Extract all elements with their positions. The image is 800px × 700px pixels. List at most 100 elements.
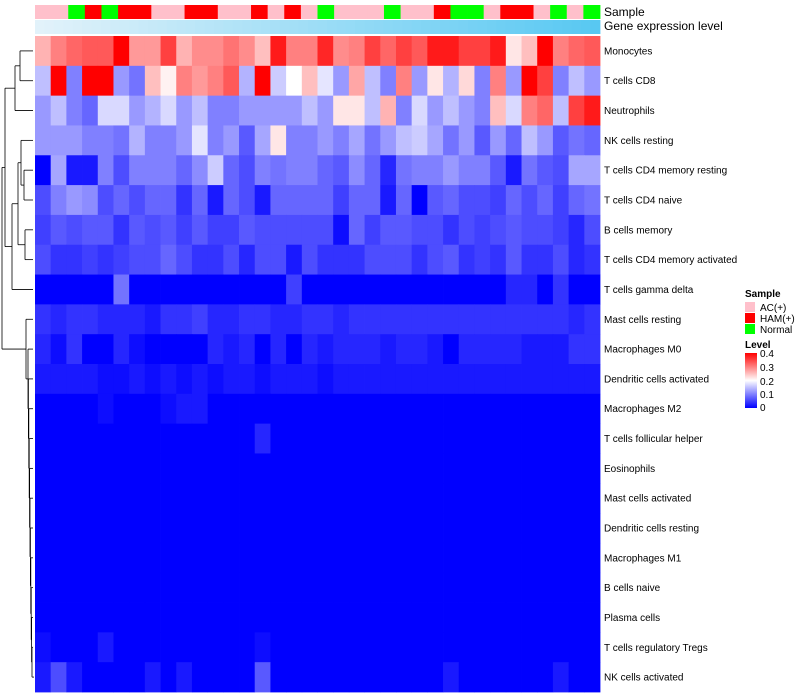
heatmap-cell xyxy=(568,393,585,425)
heatmap-cell xyxy=(239,244,256,275)
heatmap-cell xyxy=(364,662,381,693)
heatmap-cell xyxy=(380,542,397,574)
heatmap-cell xyxy=(537,513,554,544)
heatmap-cell xyxy=(207,662,224,693)
sample-annotation-cell xyxy=(500,5,518,19)
heatmap-cell xyxy=(97,125,114,156)
sample-annotation-cell xyxy=(217,5,235,19)
heatmap-cell xyxy=(176,95,193,126)
expression-annotation-cell xyxy=(110,20,121,34)
heatmap-cell xyxy=(395,244,413,275)
expression-annotation-cell xyxy=(374,20,384,34)
heatmap-cell xyxy=(97,185,114,216)
sample-annotation-cell xyxy=(317,5,335,19)
level-tick: 0.1 xyxy=(760,390,774,401)
heatmap-cell xyxy=(97,423,114,454)
heatmap-cell xyxy=(97,602,114,633)
heatmap-cell xyxy=(474,393,491,425)
heatmap-cell xyxy=(129,632,146,663)
heatmap-cell xyxy=(176,334,193,365)
heatmap-cell xyxy=(176,155,193,186)
heatmap-cell xyxy=(176,304,193,335)
heatmap-cell xyxy=(207,393,224,425)
heatmap-cell xyxy=(207,364,224,395)
heatmap-cell xyxy=(97,274,114,305)
heatmap-cell xyxy=(270,393,287,425)
sample-annotation-cell xyxy=(483,5,501,19)
heatmap-cell xyxy=(474,155,491,186)
heatmap-cell xyxy=(254,364,271,395)
heatmap-cell xyxy=(490,95,507,126)
heatmap-cell xyxy=(113,125,130,156)
expression-annotation-cell xyxy=(505,20,516,34)
heatmap-cell xyxy=(207,453,224,484)
gene-expression-annotation-bar xyxy=(35,20,601,34)
heatmap-cell xyxy=(66,334,83,365)
heatmap-cell xyxy=(458,36,475,67)
heatmap-cell xyxy=(286,304,303,335)
heatmap-cell xyxy=(584,125,601,156)
heatmap-cell xyxy=(364,483,381,514)
heatmap-cell xyxy=(568,36,585,67)
heatmap-cell xyxy=(395,483,413,514)
heatmap-cell xyxy=(458,334,475,365)
heatmap-cell xyxy=(427,65,444,97)
heatmap-cell xyxy=(458,304,475,335)
heatmap-cell xyxy=(66,542,83,574)
heatmap-cell xyxy=(552,125,570,156)
expression-annotation-cell xyxy=(345,20,356,34)
heatmap-cell xyxy=(254,274,271,305)
heatmap-cell xyxy=(348,483,365,514)
heatmap-cell xyxy=(160,483,177,514)
heatmap-cell xyxy=(380,155,397,186)
heatmap-cell xyxy=(443,364,460,395)
heatmap-cell xyxy=(144,393,161,425)
heatmap-cell xyxy=(66,602,83,633)
heatmap-cell xyxy=(348,423,365,454)
heatmap-cell xyxy=(223,423,240,454)
heatmap-cell xyxy=(301,662,318,693)
heatmap-cell xyxy=(317,453,334,484)
heatmap-cell xyxy=(474,185,491,216)
row-dendrogram xyxy=(1,50,34,678)
heatmap-cell xyxy=(490,334,507,365)
sample-annotation-cell xyxy=(134,5,152,19)
heatmap-cell xyxy=(35,542,52,574)
heatmap-cell xyxy=(568,423,585,454)
heatmap-cell xyxy=(458,542,475,574)
expression-annotation-cell xyxy=(63,20,74,34)
heatmap-cell xyxy=(129,513,146,544)
heatmap-cell xyxy=(129,483,146,514)
expression-annotation-cell xyxy=(543,20,554,34)
heatmap-cell xyxy=(474,453,491,484)
heatmap-cell xyxy=(191,483,209,514)
heatmap-cell xyxy=(537,483,554,514)
heatmap-cell xyxy=(505,36,522,67)
heatmap-cell xyxy=(505,274,522,305)
expression-annotation-cell xyxy=(204,20,215,34)
heatmap-cell xyxy=(333,36,350,67)
heatmap-cell xyxy=(552,662,570,693)
heatmap-cell xyxy=(568,65,585,97)
heatmap-cell xyxy=(521,542,538,574)
heatmap-cell xyxy=(443,36,460,67)
heatmap-cell xyxy=(176,364,193,395)
heatmap-cell xyxy=(207,304,224,335)
row-label: Dendritic cells activated xyxy=(604,374,709,385)
heatmap-cell xyxy=(144,95,161,126)
row-label: T cells follicular helper xyxy=(604,434,703,445)
heatmap-cell xyxy=(537,334,554,365)
heatmap-cell xyxy=(239,36,256,67)
heatmap-cell xyxy=(270,244,287,275)
heatmap-cell xyxy=(113,214,130,246)
heatmap-cell xyxy=(505,244,522,275)
heatmap-cell xyxy=(176,423,193,454)
heatmap-cell xyxy=(82,304,99,335)
legend-label-ac: AC(+) xyxy=(760,303,786,314)
expression-annotation-cell xyxy=(91,20,102,34)
heatmap-cell xyxy=(333,453,350,484)
expression-annotation-cell xyxy=(279,20,290,34)
heatmap-cell xyxy=(286,334,303,365)
heatmap-cell xyxy=(176,36,193,67)
